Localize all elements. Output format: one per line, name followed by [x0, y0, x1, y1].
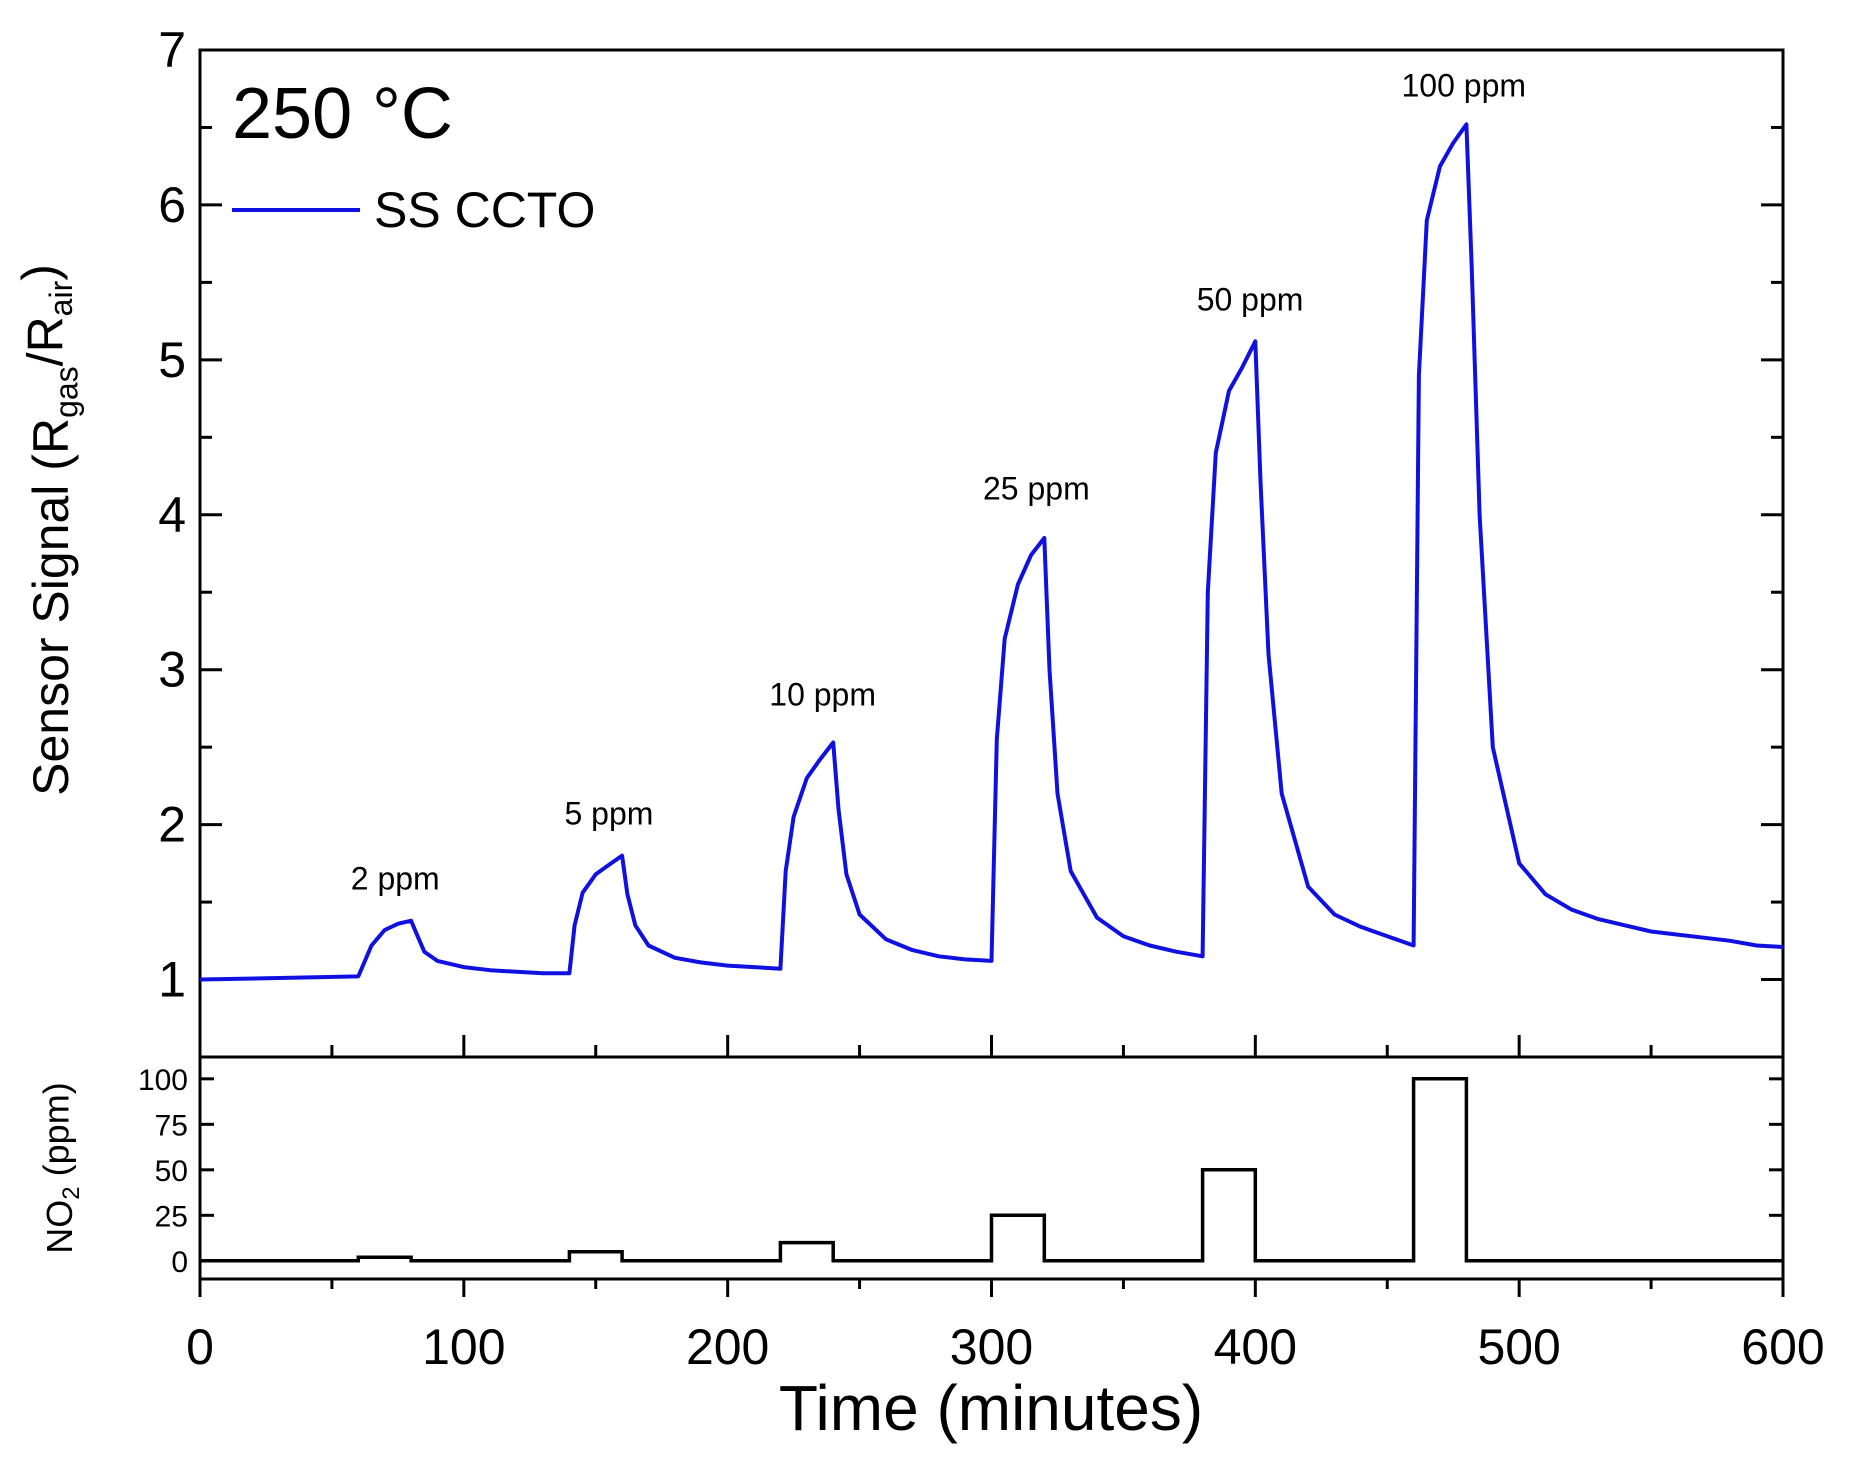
- axis-label-subscript: 2: [58, 1186, 85, 1199]
- concentration-label: 50 ppm: [1197, 281, 1304, 317]
- x-tick-label: 600: [1741, 1319, 1824, 1375]
- x-tick-label: 0: [186, 1319, 214, 1375]
- top-panel: 1 2 3 4 5 6 7 2 ppm 5 ppm 10 ppm 25 ppm 50 ppm 100 …: [12, 22, 1785, 1059]
- top-y-axis-label: Sensor Signal (Rgas/Rair): [12, 264, 84, 796]
- top-y-tick-labels: 1 2 3 4 5 6 7: [158, 22, 186, 1008]
- axis-label-subscript: air: [43, 280, 79, 316]
- bottom-y-axis-label: NO2 (ppm): [35, 1082, 85, 1253]
- axis-label-part: NO: [39, 1200, 80, 1254]
- legend-label: SS CCTO: [374, 182, 595, 238]
- concentration-label: 2 ppm: [351, 861, 440, 897]
- bottom-panel: 0 25 50 75 100 NO2 (ppm): [35, 1055, 1785, 1297]
- x-tick-label: 300: [950, 1319, 1033, 1375]
- axis-label-subscript: gas: [49, 366, 85, 418]
- axis-label-part: /R: [18, 316, 74, 366]
- bottom-y-tick-label: 75: [155, 1109, 188, 1142]
- top-y-tick-label: 7: [158, 22, 186, 78]
- top-y-tick-label: 5: [158, 332, 186, 388]
- concentration-label: 5 ppm: [564, 796, 653, 832]
- temperature-title: 250 °C: [232, 74, 453, 154]
- x-tick-label: 100: [422, 1319, 505, 1375]
- top-y-tick-label: 2: [158, 797, 186, 853]
- top-y-tick-label: 1: [158, 952, 186, 1008]
- axis-label-part: ): [12, 264, 68, 281]
- x-tick-label: 400: [1214, 1319, 1297, 1375]
- x-tick-label: 500: [1477, 1319, 1560, 1375]
- concentration-annotations: 2 ppm 5 ppm 10 ppm 25 ppm 50 ppm 100 ppm: [351, 67, 1526, 896]
- axis-label-part: (ppm): [35, 1082, 76, 1186]
- top-y-tick-label: 4: [158, 487, 186, 543]
- concentration-label: 10 ppm: [769, 676, 876, 712]
- bottom-y-tick-label: 50: [155, 1155, 188, 1188]
- top-ticks: [198, 48, 1785, 1057]
- bottom-y-tick-label: 100: [138, 1064, 188, 1097]
- axis-label-part: Sensor Signal (R: [23, 418, 79, 796]
- x-axis-label: Time (minutes): [779, 1372, 1203, 1444]
- concentration-label: 25 ppm: [983, 470, 1090, 506]
- sensor-signal-line: [199, 122, 1784, 982]
- top-y-tick-label: 6: [158, 177, 186, 233]
- x-tick-label: 200: [686, 1319, 769, 1375]
- x-tick-labels: 0 100 200 300 400 500 600: [186, 1319, 1825, 1375]
- bottom-y-tick-label: 25: [155, 1200, 188, 1233]
- bottom-y-tick-label: 0: [171, 1246, 188, 1279]
- bottom-ticks: [198, 1077, 1785, 1297]
- no2-concentration-line: [200, 1077, 1783, 1263]
- concentration-label: 100 ppm: [1401, 67, 1526, 103]
- top-y-tick-label: 3: [158, 642, 186, 698]
- bottom-y-tick-labels: 0 25 50 75 100: [138, 1064, 188, 1279]
